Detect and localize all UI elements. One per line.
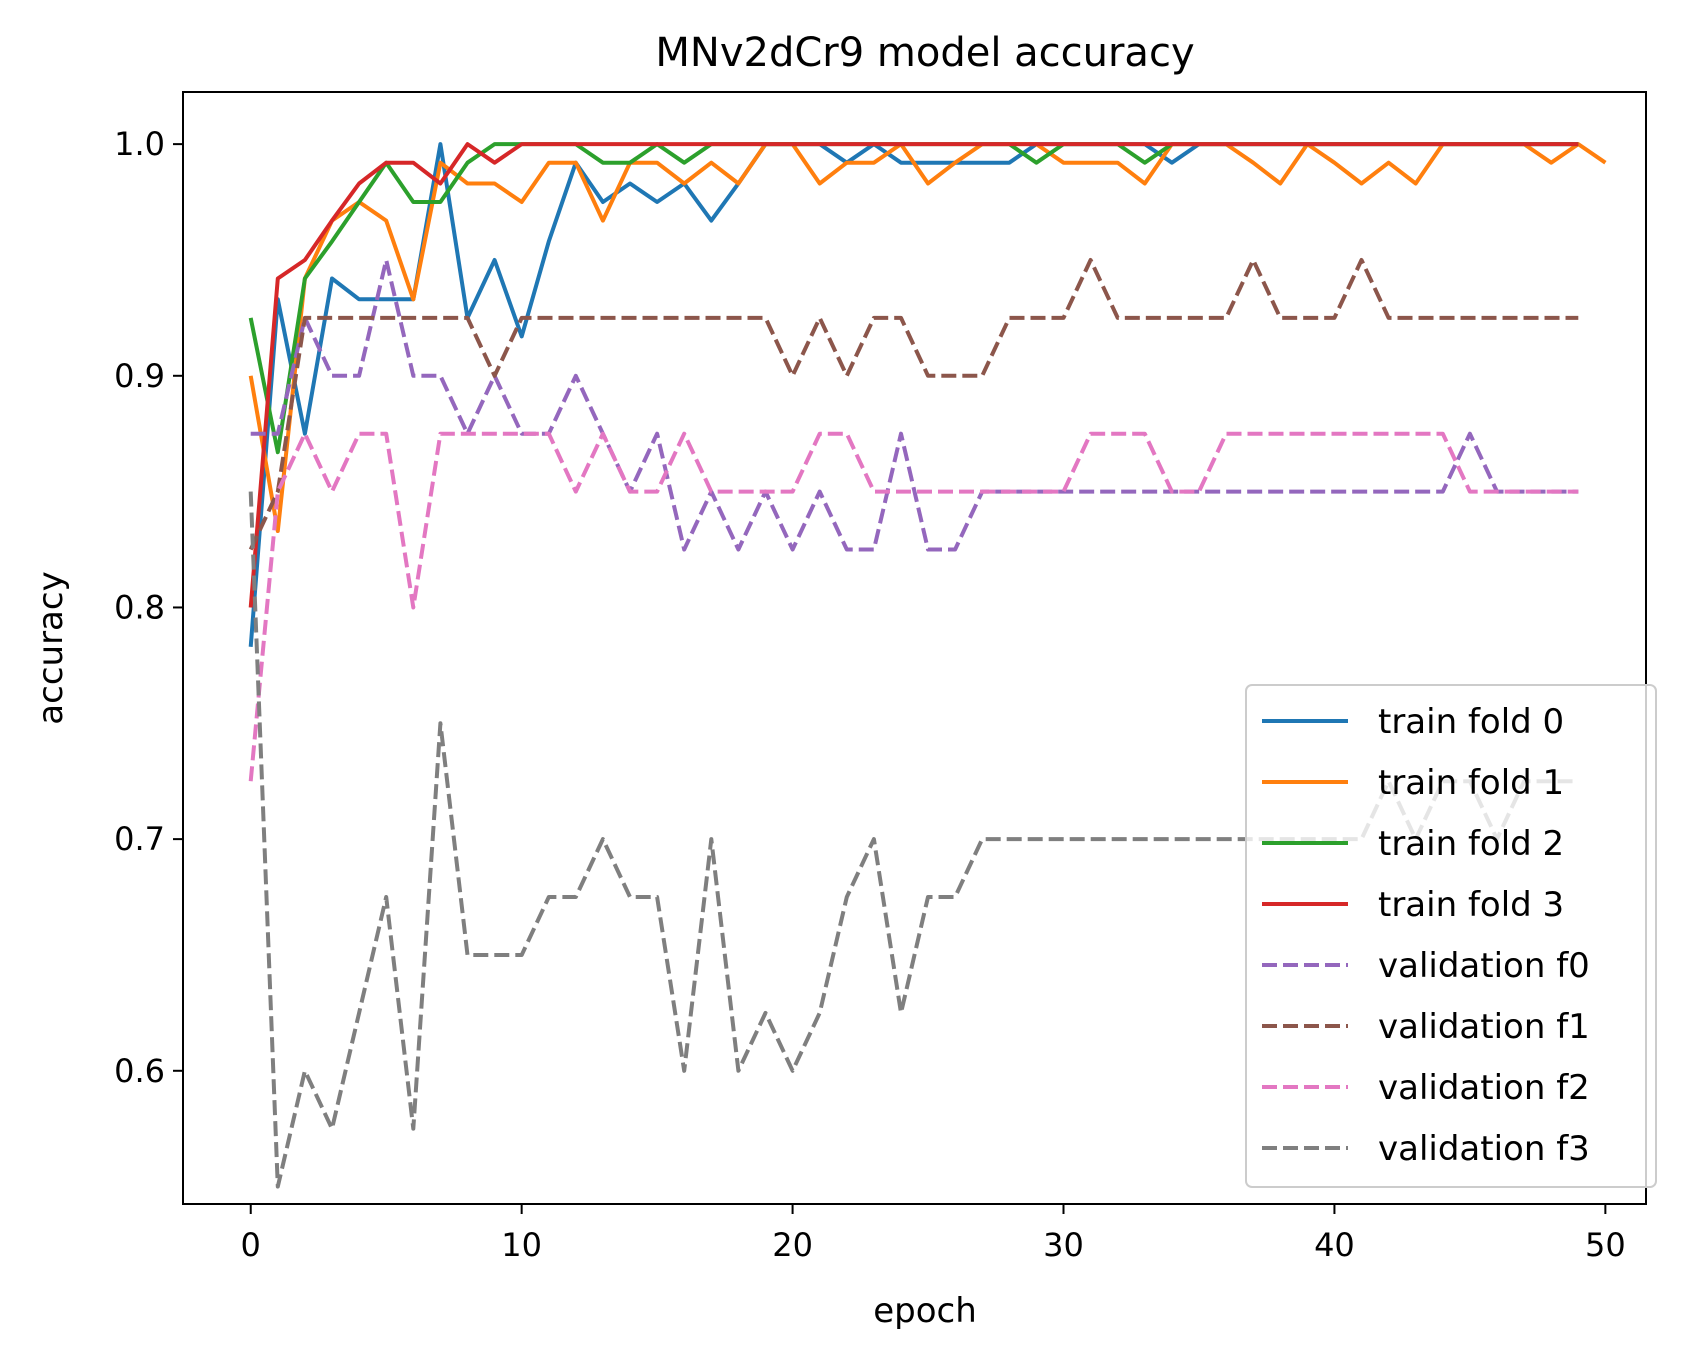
y-tick-label: 0.7 [114,820,165,858]
series-line-validation-f2 [248,431,1579,782]
x-tick-label: 40 [1314,1226,1355,1264]
legend-label: validation f0 [1378,946,1590,986]
x-axis-ticks: 0 10 20 30 40 50 [241,1204,1626,1264]
legend-label: validation f1 [1378,1007,1590,1047]
y-tick-label: 1.0 [114,125,165,163]
legend-label: train fold 2 [1378,824,1564,864]
legend: train fold 0 train fold 1 train fold 2 trai… [1245,684,1657,1188]
x-axis-label: epoch [873,1291,977,1331]
legend-label: validation f2 [1378,1068,1590,1108]
plot-frame [182,91,1647,1205]
x-tick-label: 30 [1043,1226,1084,1264]
series-line-train-fold-1 [248,142,1607,533]
x-tick-label: 20 [772,1226,813,1264]
y-tick-label: 0.9 [114,357,165,395]
legend-label: train fold 0 [1378,702,1564,742]
legend-label: validation f3 [1378,1129,1590,1169]
legend-label: train fold 1 [1378,763,1564,803]
x-tick-label: 50 [1585,1226,1626,1264]
chart-title: MNv2dCr9 model accuracy [655,30,1194,76]
legend-label: train fold 3 [1378,885,1564,925]
x-tick-label: 10 [501,1226,542,1264]
y-axis-label: accuracy [31,571,71,724]
series-line-validation-f0 [250,258,1579,552]
legend-box [1245,684,1657,1188]
series-line-train-fold-3 [248,142,1579,608]
series-line-validation-f1 [248,258,1579,551]
plot-lines [248,142,1607,1189]
y-axis-ticks: 0.6 0.7 0.8 0.9 1.0 [114,125,183,1090]
y-tick-label: 0.8 [114,588,165,626]
series-line-train-fold-0 [248,142,1579,647]
y-tick-label: 0.6 [114,1052,165,1090]
x-tick-label: 0 [241,1226,261,1264]
